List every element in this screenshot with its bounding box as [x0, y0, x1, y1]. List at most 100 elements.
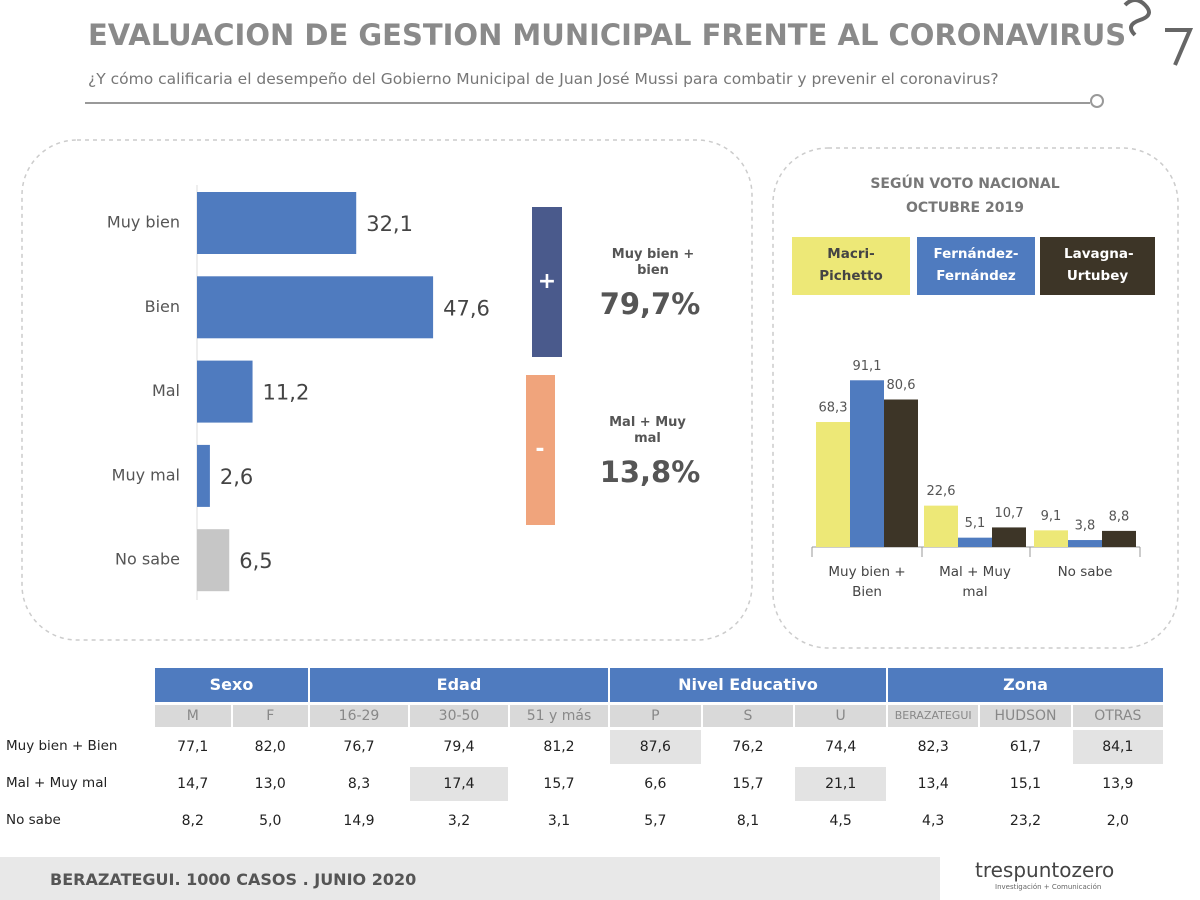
cell: 79,4	[443, 739, 475, 755]
column-header: M	[155, 705, 231, 727]
bar	[197, 360, 253, 423]
category-label: Muy mal	[112, 465, 180, 484]
left-panel	[21, 139, 753, 641]
subtitle: ¿Y cómo calificaria el desempeño del Gob…	[88, 70, 999, 88]
cell: 15,7	[732, 776, 764, 792]
category-label: No sabe	[115, 550, 180, 569]
cell: 8,1	[736, 813, 760, 829]
cell: 13,0	[254, 776, 286, 792]
group-header: Sexo	[155, 668, 308, 702]
bar	[197, 276, 434, 339]
cell: 87,6	[610, 730, 701, 764]
category-label: Mal + Muy mal	[939, 564, 1011, 600]
cell: 5,0	[259, 813, 282, 829]
category-label: Mal	[152, 381, 180, 400]
bar	[1034, 530, 1068, 547]
legend-label: Fernández-Fernández	[933, 246, 1019, 284]
category-label: No sabe	[1057, 564, 1113, 580]
cell: 13,9	[1102, 776, 1134, 792]
cell: 76,2	[732, 739, 764, 755]
value-label: 2,6	[220, 465, 253, 489]
summary-label: Muy bien + bien	[611, 247, 695, 278]
row-label: Mal + Muy mal	[6, 775, 108, 791]
value-label: 91,1	[853, 359, 882, 374]
summary-sign: +	[538, 269, 556, 294]
cell: 23,2	[1009, 813, 1042, 829]
cell: 74,4	[825, 739, 857, 755]
summary-sign: -	[535, 437, 544, 462]
value-label: 68,3	[819, 401, 848, 416]
tagline: Investigación + Comunicación	[995, 883, 1102, 891]
value-label: 9,1	[1041, 509, 1062, 524]
bar	[197, 444, 210, 507]
cell: 8,2	[181, 813, 204, 829]
right-panel	[772, 147, 1179, 649]
footer-text: BERAZATEGUI. 1000 CASOS . JUNIO 2020	[50, 870, 417, 889]
logo	[1123, 0, 1194, 66]
cell: 6,6	[644, 776, 667, 792]
cell: 4,3	[922, 813, 945, 829]
logo-curl	[1123, 0, 1151, 37]
value-label: 10,7	[995, 506, 1024, 521]
cell: 4,5	[829, 813, 852, 829]
column-header: F	[232, 705, 308, 727]
bar	[1102, 530, 1136, 547]
cell: 81,2	[543, 739, 575, 755]
cell: 61,7	[1009, 739, 1042, 755]
group-header: Zona	[888, 668, 1163, 702]
column-header: S	[702, 705, 794, 727]
rule-ornament	[1090, 94, 1104, 108]
group-header: Nivel Educativo	[610, 668, 886, 702]
value-label: 11,2	[263, 381, 310, 405]
bar	[816, 422, 850, 547]
cell: 82,0	[254, 739, 286, 755]
column-header: 51 y más	[510, 705, 608, 727]
cell: 3,2	[447, 813, 471, 829]
row-label: No sabe	[6, 812, 61, 828]
column-header: P	[610, 705, 701, 727]
value-label: 32,1	[366, 212, 413, 236]
category-label: Bien	[145, 297, 180, 316]
summary-label: Mal + Muy mal	[609, 415, 686, 446]
value-label: 22,6	[927, 484, 956, 499]
cell: 21,1	[795, 767, 886, 801]
legend-label: Macri-Pichetto	[819, 246, 883, 284]
legend-item	[1040, 237, 1155, 295]
group-header: Edad	[310, 668, 608, 702]
column-header: 30-50	[410, 705, 508, 727]
column-header: OTRAS	[1072, 705, 1163, 727]
cell: 17,4	[410, 767, 508, 801]
cell: 14,9	[343, 813, 375, 829]
cell: 15,1	[1009, 776, 1042, 792]
bar	[924, 505, 958, 547]
cell: 84,1	[1072, 730, 1163, 764]
bar	[197, 192, 357, 254]
value-label: 6,5	[239, 549, 272, 573]
column-header: BERAZATEGUI	[888, 705, 979, 727]
category-label: Muy bien	[107, 213, 180, 232]
cell: 13,4	[917, 776, 949, 792]
column-header: U	[795, 705, 886, 727]
bar	[884, 399, 918, 547]
column-header: HUDSON	[980, 705, 1071, 727]
column-header: 16-29	[310, 705, 408, 727]
legend-item	[917, 237, 1035, 295]
category-label: Muy bien + Bien	[828, 564, 906, 600]
summary-value: 79,7%	[599, 287, 701, 321]
value-label: 47,6	[443, 296, 490, 320]
cell: 15,7	[543, 776, 575, 792]
value-label: 8,8	[1109, 509, 1130, 524]
cell: 8,3	[347, 776, 371, 792]
minus-bar	[526, 375, 555, 525]
cell: 82,3	[917, 739, 949, 755]
cell: 14,7	[177, 776, 209, 792]
bar	[1068, 540, 1102, 547]
legend-label: Lavagna-Urtubey	[1064, 246, 1134, 284]
bar	[992, 527, 1026, 547]
summary-value: 13,8%	[599, 455, 701, 489]
bar	[958, 537, 992, 547]
cell: 2,0	[1106, 813, 1129, 829]
brand: trespuntozero	[975, 858, 1115, 882]
cell: 3,1	[547, 813, 571, 829]
